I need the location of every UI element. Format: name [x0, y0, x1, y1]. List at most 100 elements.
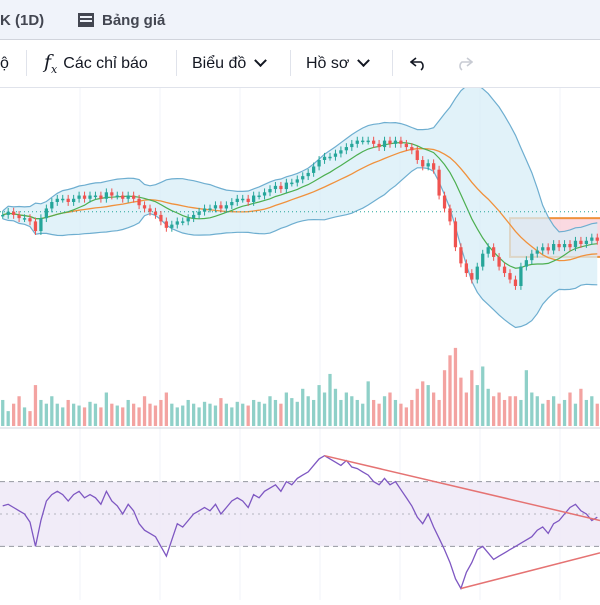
- candle: [344, 147, 348, 151]
- candle: [208, 208, 212, 210]
- toolbar-partial-label: ộ: [0, 54, 9, 72]
- candle: [126, 195, 130, 199]
- volume-bar: [246, 405, 250, 426]
- candle: [333, 153, 338, 157]
- volume-bar: [153, 405, 158, 426]
- candle: [246, 198, 250, 202]
- volume-bar: [279, 403, 283, 426]
- volume-bar: [159, 399, 163, 426]
- profile-dropdown[interactable]: Hồ sơ: [306, 40, 371, 87]
- candle: [33, 221, 38, 232]
- candle: [82, 195, 87, 199]
- candle: [584, 240, 588, 244]
- candle: [50, 202, 54, 209]
- candle: [415, 150, 419, 160]
- candle: [301, 176, 305, 180]
- volume-bar: [590, 396, 594, 426]
- candle: [492, 247, 496, 257]
- volume-bar: [350, 396, 354, 426]
- candle: [241, 198, 245, 201]
- candle: [12, 211, 16, 215]
- rsi-pane: [0, 454, 600, 591]
- candle: [6, 211, 10, 215]
- toolbar-partial-button[interactable]: ộ: [0, 40, 9, 87]
- volume-bar: [208, 403, 212, 426]
- candle: [148, 208, 152, 212]
- toolbar-divider: [392, 50, 393, 76]
- candle: [573, 240, 578, 248]
- candle: [110, 192, 114, 196]
- candle: [252, 195, 256, 202]
- candle: [284, 182, 288, 190]
- candle: [590, 237, 594, 241]
- candle: [442, 195, 447, 209]
- volume-bar: [519, 399, 523, 426]
- volume-bar: [377, 403, 381, 426]
- chart-type-dropdown[interactable]: Biểu đồ: [192, 40, 268, 87]
- candle: [219, 205, 223, 209]
- volume-bar: [257, 401, 261, 426]
- toolbar-divider: [290, 50, 291, 76]
- candle: [197, 211, 201, 215]
- candle: [213, 205, 218, 209]
- volume-bar: [333, 388, 338, 426]
- candle: [432, 163, 436, 170]
- volume-bar: [497, 392, 501, 426]
- candle: [186, 218, 190, 222]
- volume-bar: [552, 396, 556, 426]
- candle: [524, 260, 528, 267]
- candle: [546, 247, 550, 251]
- volume-bar: [421, 381, 425, 426]
- price-chart[interactable]: [0, 82, 600, 600]
- candle: [104, 192, 108, 199]
- volume-bar: [486, 388, 490, 426]
- candle: [453, 221, 458, 248]
- volume-bar: [126, 399, 130, 426]
- volume-bar: [235, 401, 239, 426]
- candle: [290, 182, 294, 185]
- candle: [568, 244, 572, 248]
- chevron-down-icon: [254, 54, 268, 68]
- volume-bar: [584, 399, 588, 426]
- candle: [426, 163, 430, 167]
- volume-bar: [17, 396, 21, 426]
- candle: [317, 160, 321, 167]
- candle: [530, 253, 534, 261]
- volume-bar: [66, 399, 70, 426]
- volume-bar: [410, 399, 414, 426]
- indicators-button[interactable]: fx Các chỉ báo: [44, 40, 148, 87]
- candle: [77, 195, 81, 199]
- volume-bar: [492, 396, 496, 426]
- candle: [339, 150, 343, 154]
- candle: [459, 247, 463, 264]
- volume-bar: [241, 403, 245, 426]
- volume-bar: [44, 403, 48, 426]
- undo-button[interactable]: [410, 40, 428, 87]
- volume-bar: [415, 388, 419, 426]
- candle: [497, 256, 501, 267]
- redo-button[interactable]: [455, 40, 473, 87]
- candle: [388, 140, 392, 144]
- volume-bar: [393, 399, 398, 426]
- volume-bar: [197, 407, 201, 426]
- volume-bar: [573, 403, 578, 426]
- candle: [230, 202, 234, 206]
- volume-bar: [175, 407, 179, 426]
- volume-bar: [344, 392, 348, 426]
- volume-bar: [464, 392, 468, 426]
- tab-symbol-timeframe[interactable]: K (1D): [0, 0, 44, 40]
- volume-bar: [470, 370, 474, 426]
- volume-bar: [137, 407, 141, 426]
- candle: [579, 240, 583, 244]
- tab-price-board-label: Bảng giá: [102, 11, 166, 29]
- volume-bar: [50, 396, 54, 426]
- volume-bar: [12, 403, 16, 426]
- volume-bar: [82, 407, 87, 426]
- volume-bar: [562, 399, 567, 426]
- rsi-trendline-lower: [460, 552, 600, 590]
- volume-bar: [301, 388, 305, 426]
- chart-area[interactable]: [0, 82, 600, 600]
- candle: [513, 279, 518, 286]
- tab-price-board[interactable]: Bảng giá: [78, 0, 165, 40]
- volume-bar: [262, 403, 267, 426]
